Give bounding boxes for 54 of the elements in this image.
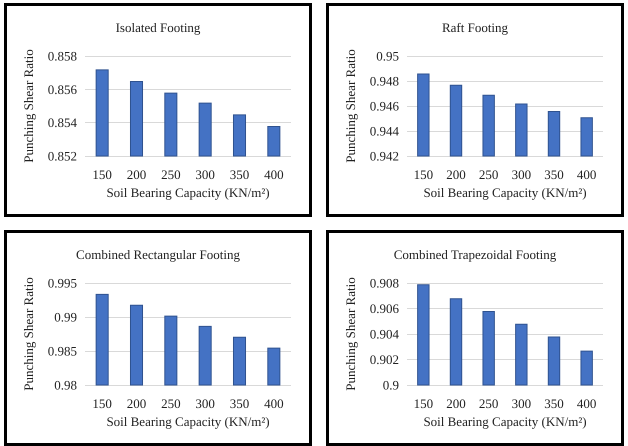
x-tick-label: 400 [264,396,284,411]
x-tick-label: 250 [478,396,498,411]
y-tick-label: 0.99 [54,310,77,324]
chart-title: Combined Trapezoidal Footing [394,247,557,262]
y-tick-label: 0.946 [370,98,400,114]
x-axis-title: Soil Bearing Capacity (KN/m²) [423,185,587,200]
x-tick-label: 300 [195,167,215,182]
x-tick-label: 200 [126,396,146,411]
chart-title: Combined Rectangular Footing [76,247,240,262]
x-tick-label: 350 [544,396,564,411]
x-tick-label: 400 [576,167,596,182]
x-tick-label: 250 [478,167,498,182]
y-tick-label: 0.858 [48,48,77,64]
y-tick-label: 0.9 [382,378,399,392]
x-axis-title: Soil Bearing Capacity (KN/m²) [423,414,587,429]
y-tick-label: 0.995 [48,276,77,290]
y-tick-label: 0.944 [370,124,400,138]
chart-title: Isolated Footing [116,20,201,35]
x-tick-label: 350 [230,396,250,411]
x-tick-label: 300 [512,396,532,411]
y-axis-title: Punching Shear Ratio [21,277,36,391]
y-axis-title: Punching Shear Ratio [343,277,358,391]
y-tick-label: 0.908 [370,276,399,290]
x-tick-label: 350 [230,167,250,182]
y-tick-label: 0.942 [370,148,399,164]
chart-title: Raft Footing [442,20,509,35]
x-tick-label: 350 [544,167,564,182]
y-tick-label: 0.906 [370,301,400,316]
x-axis-title: Soil Bearing Capacity (KN/m²) [106,185,270,200]
x-tick-label: 150 [414,167,434,182]
x-axis-title: Soil Bearing Capacity (KN/m²) [106,414,270,429]
x-tick-label: 150 [92,396,112,411]
y-axis-title: Punching Shear Ratio [21,49,36,163]
y-tick-label: 0.98 [54,378,77,392]
x-tick-label: 200 [446,396,466,411]
x-tick-label: 250 [161,396,181,411]
y-axis-title: Punching Shear Ratio [343,49,358,163]
x-tick-label: 400 [264,167,284,182]
x-tick-label: 150 [414,396,434,411]
y-tick-label: 0.948 [370,74,399,88]
y-tick-label: 0.856 [48,82,78,97]
y-tick-label: 0.854 [48,115,78,130]
x-tick-label: 200 [126,167,146,182]
y-tick-label: 0.902 [370,352,399,367]
y-tick-label: 0.904 [370,326,400,342]
x-tick-label: 300 [195,396,215,411]
x-tick-label: 150 [92,167,112,182]
x-tick-label: 400 [576,396,596,411]
x-tick-label: 200 [446,167,466,182]
y-tick-label: 0.852 [48,148,77,164]
y-tick-label: 0.95 [376,48,399,64]
x-tick-label: 250 [161,167,181,182]
x-tick-label: 300 [512,167,532,182]
y-tick-label: 0.985 [48,344,77,358]
